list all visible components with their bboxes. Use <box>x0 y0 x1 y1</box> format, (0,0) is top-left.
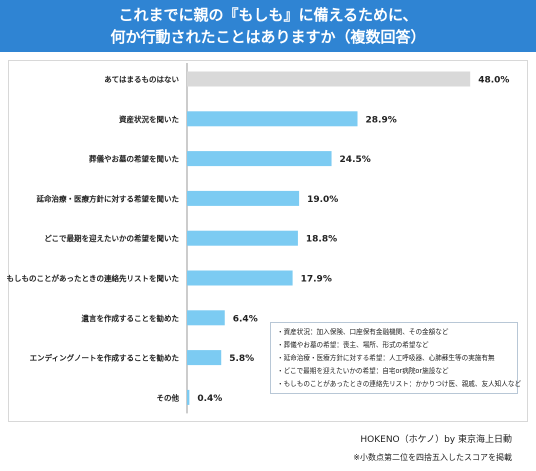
bar <box>187 270 293 286</box>
value-label: 5.8% <box>229 354 254 364</box>
bar <box>187 111 358 127</box>
category-label: 遺言を作成することを勧めた <box>81 313 180 323</box>
chart-title-line-1: これまでに親の『もしも』に備えるために、 <box>118 6 418 24</box>
note-item: ・もしものことがあったときの連絡先リスト：かかりつけ医、親戚、友人知人など <box>277 380 522 388</box>
value-label: 17.9% <box>301 275 332 285</box>
source-credit: HOKENO（ホケノ）by 東京海上日動 <box>360 435 512 445</box>
category-label: 資産状況を聞いた <box>119 114 179 124</box>
note-item: ・どこで最期を迎えたいかの希望：自宅or病院or施設など <box>277 367 449 375</box>
chart-title-line-2: 何か行動されたことはありますか（複数回答） <box>110 28 426 46</box>
bar <box>187 151 332 167</box>
note-item: ・延命治療・医療方針に対する希望：人工呼吸器、心肺蘇生等の実施有無 <box>277 354 495 362</box>
category-label: 葬儀やお墓の希望を聞いた <box>89 154 179 164</box>
value-label: 48.0% <box>478 76 509 86</box>
title-banner: これまでに親の『もしも』に備えるために、 何か行動されたことはありますか（複数回… <box>0 0 536 52</box>
bar-chart: あてはまるものはない 48.0% 資産状況を聞いた 28.9% 葬儀やお墓の希望を聞いた… <box>7 63 509 414</box>
definitions-note-box: ・資産状況：加入保険、口座保有金融機関、その金額など ・葬儀やお墓の希望：喪主、… <box>270 322 522 394</box>
bar <box>187 230 298 246</box>
value-label: 18.8% <box>306 235 337 245</box>
value-label: 0.4% <box>197 394 222 404</box>
bar <box>187 71 471 87</box>
rounding-footnote: ※小数点第二位を四捨五入したスコアを掲載 <box>353 453 512 462</box>
category-label: その他 <box>157 392 180 402</box>
value-label: 28.9% <box>366 115 397 125</box>
value-label: 19.0% <box>307 195 338 205</box>
bar <box>187 310 225 326</box>
bar <box>187 190 300 206</box>
category-label: あてはまるものはない <box>104 75 179 84</box>
value-label: 24.5% <box>340 155 371 165</box>
bar <box>187 350 222 366</box>
category-label: どこで最期を迎えたいかの希望を聞いた <box>44 233 179 243</box>
note-item: ・葬儀やお墓の希望：喪主、場所、形式の希望など <box>277 341 429 349</box>
note-item: ・資産状況：加入保険、口座保有金融機関、その金額など <box>277 328 449 336</box>
category-label: 延命治療・医療方針に対する希望を聞いた <box>36 193 180 203</box>
value-label: 6.4% <box>233 314 258 324</box>
chart-frame <box>8 60 528 422</box>
category-label: もしものことがあったときの連絡先リストを聞いた <box>7 273 180 283</box>
bar <box>187 389 190 405</box>
category-label: エンディングノートを作成することを勧めた <box>30 353 179 363</box>
